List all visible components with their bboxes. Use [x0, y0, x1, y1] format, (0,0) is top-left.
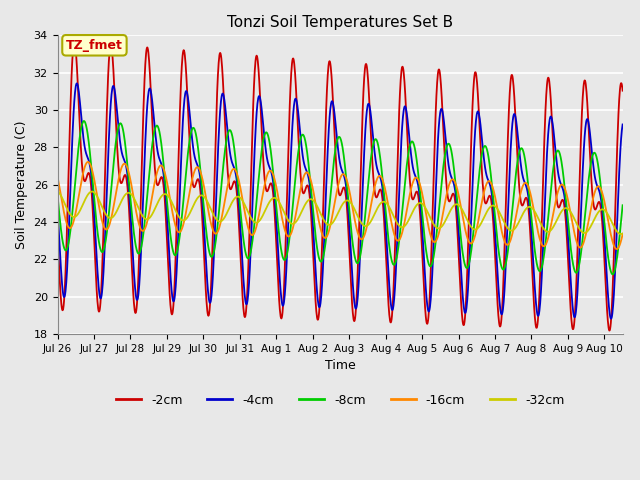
Y-axis label: Soil Temperature (C): Soil Temperature (C): [15, 120, 28, 249]
-4cm: [156, 156, 163, 162]
-4cm: [481, 167, 489, 173]
-16cm: [481, 184, 489, 190]
-32cm: [481, 213, 489, 218]
Title: Tonzi Soil Temperatures Set B: Tonzi Soil Temperatures Set B: [227, 15, 453, 30]
-2cm: [481, 200, 489, 206]
-16cm: [166, 196, 174, 202]
-8cm: [80, 118, 88, 124]
-4cm: [607, 316, 614, 322]
-16cm: [156, 164, 163, 169]
-32cm: [268, 196, 276, 202]
-8cm: [268, 161, 276, 167]
-16cm: [217, 218, 225, 224]
Text: TZ_fmet: TZ_fmet: [66, 39, 123, 52]
-2cm: [544, 75, 552, 81]
-32cm: [155, 197, 163, 203]
Line: -8cm: -8cm: [58, 121, 623, 275]
Line: -2cm: -2cm: [58, 42, 623, 331]
-8cm: [609, 272, 616, 277]
-2cm: [156, 179, 163, 185]
-2cm: [605, 328, 613, 334]
-8cm: [166, 229, 174, 235]
-32cm: [544, 229, 552, 235]
-8cm: [54, 192, 61, 198]
-32cm: [617, 231, 625, 237]
-16cm: [544, 235, 552, 241]
-4cm: [73, 81, 81, 86]
Legend: -2cm, -4cm, -8cm, -16cm, -32cm: -2cm, -4cm, -8cm, -16cm, -32cm: [111, 389, 569, 411]
-8cm: [544, 215, 552, 220]
X-axis label: Time: Time: [324, 360, 355, 372]
Line: -4cm: -4cm: [58, 84, 623, 319]
-2cm: [54, 231, 61, 237]
-32cm: [54, 188, 61, 194]
-4cm: [217, 98, 225, 104]
-16cm: [612, 246, 620, 252]
-8cm: [217, 188, 225, 193]
-2cm: [619, 88, 627, 94]
Line: -32cm: -32cm: [58, 191, 623, 234]
-4cm: [268, 173, 276, 179]
-4cm: [54, 205, 61, 211]
-32cm: [166, 195, 173, 201]
-2cm: [70, 39, 78, 45]
-16cm: [84, 159, 92, 165]
-2cm: [166, 297, 174, 302]
-16cm: [268, 169, 276, 175]
-16cm: [54, 174, 61, 180]
-4cm: [166, 265, 174, 271]
-4cm: [544, 132, 552, 137]
-8cm: [156, 129, 163, 134]
-8cm: [619, 203, 627, 208]
Line: -16cm: -16cm: [58, 162, 623, 249]
-4cm: [619, 121, 627, 127]
-16cm: [619, 231, 627, 237]
-32cm: [217, 218, 225, 224]
-32cm: [619, 230, 627, 236]
-2cm: [268, 184, 276, 190]
-2cm: [217, 52, 225, 58]
-8cm: [481, 143, 489, 149]
